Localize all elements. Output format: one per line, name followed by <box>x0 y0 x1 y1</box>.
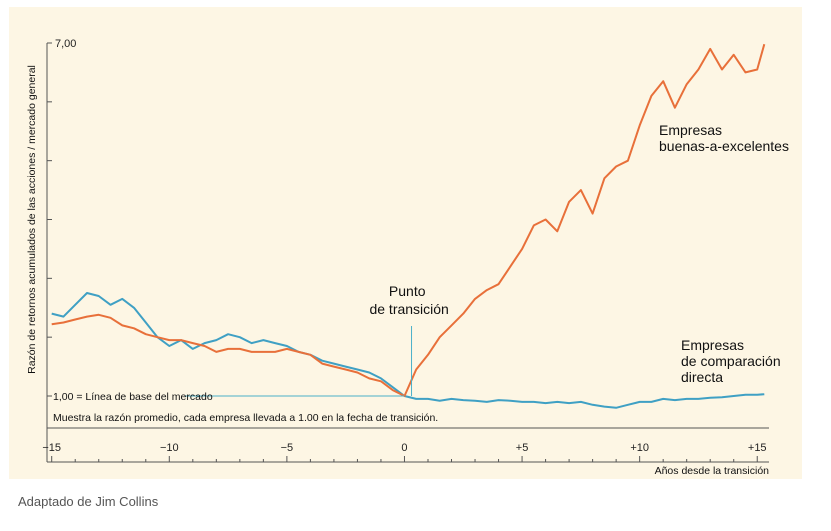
x-axis-label: Años desde la transición <box>655 465 770 477</box>
baseline-label: 1,00 = Línea de base del mercado <box>53 391 213 403</box>
x-tick-label: +10 <box>630 442 649 454</box>
comparison-series-label: Empresas de comparación directa <box>681 337 785 385</box>
axes <box>46 43 769 463</box>
x-tick-label: −5 <box>281 442 294 454</box>
transition-label: Punto de transición <box>369 283 448 317</box>
transition-label-line-1: Punto <box>389 283 426 299</box>
y-axis-label: Razón de retornos acumulados de las acci… <box>26 65 38 374</box>
series-layer <box>51 43 766 409</box>
series-line <box>51 43 766 397</box>
great-label-line-1: Empresas <box>659 122 722 138</box>
great-label-line-2: buenas-a-excelentes <box>659 138 789 154</box>
x-tick-label: +5 <box>516 442 529 454</box>
series-line <box>51 292 765 409</box>
comparison-label-line-2: de comparación <box>681 353 781 369</box>
chart-note: Muestra la razón promedio, cada empresa … <box>53 412 438 424</box>
x-tick-label: +15 <box>748 442 767 454</box>
tick-marks: −15 −10 −5 0 +5 +10 +15 <box>42 42 767 462</box>
x-tick-label: −10 <box>160 442 179 454</box>
comparison-label-line-3: directa <box>681 369 723 385</box>
x-tick-label: −15 <box>42 442 61 454</box>
chart-area: −15 −10 −5 0 +5 +10 +15 7,00 Razón de retornos… <box>9 7 802 479</box>
transition-label-line-2: de transición <box>369 301 448 317</box>
x-tick-label: 0 <box>401 442 407 454</box>
great-series-label: Empresas buenas-a-excelentes <box>659 122 789 154</box>
y-top-tick-label: 7,00 <box>55 38 76 50</box>
line-chart: −15 −10 −5 0 +5 +10 +15 7,00 Razón de retornos… <box>26 38 789 477</box>
comparison-label-line-1: Empresas <box>681 337 744 353</box>
image-credit: Adaptado de Jim Collins <box>18 494 159 509</box>
